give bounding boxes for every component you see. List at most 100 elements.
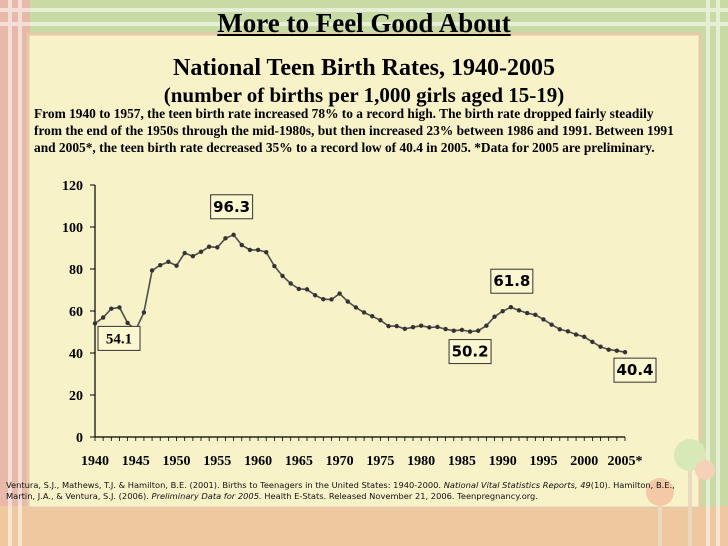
citation-part1: Ventura, S.J., Mathews, T.J. & Hamilton,… bbox=[6, 480, 444, 490]
callout-box bbox=[490, 268, 534, 294]
data-point bbox=[247, 247, 253, 253]
data-point bbox=[614, 348, 620, 353]
data-point bbox=[92, 321, 98, 326]
citation-part3: Health E-Stats. Released November 21, 20… bbox=[261, 491, 538, 501]
data-point bbox=[533, 312, 538, 317]
x-tick-label: 2005* bbox=[608, 454, 643, 469]
data-point bbox=[296, 286, 302, 292]
data-point bbox=[198, 249, 204, 254]
x-tick-label: 1965 bbox=[285, 454, 313, 469]
data-point bbox=[435, 324, 440, 330]
data-point bbox=[418, 323, 424, 328]
data-point bbox=[443, 326, 448, 332]
callout-label: 40.4 bbox=[616, 361, 653, 379]
data-point bbox=[158, 263, 163, 268]
data-point bbox=[125, 320, 130, 326]
x-tick-label: 1985 bbox=[448, 454, 476, 469]
data-point bbox=[402, 326, 408, 332]
data-point bbox=[500, 309, 505, 314]
citation-title2: Preliminary Data for 2005. bbox=[151, 491, 262, 501]
data-point bbox=[582, 334, 587, 340]
y-axis-ticks: 0 20 40 60 80 100 120 bbox=[62, 179, 95, 446]
x-axis-ticks: 1940 1945 1950 1955 1960 1965 1970 1975 1980 1985… bbox=[81, 437, 643, 469]
data-point bbox=[394, 323, 399, 329]
y-tick-label: 40 bbox=[69, 347, 83, 362]
data-point bbox=[427, 325, 432, 330]
data-point bbox=[345, 299, 350, 304]
data-point bbox=[386, 323, 391, 329]
citation: Ventura, S.J., Mathews, T.J. & Hamilton,… bbox=[6, 480, 696, 502]
x-tick-label: 1940 bbox=[81, 454, 109, 469]
callout-box bbox=[97, 325, 141, 351]
data-point bbox=[467, 329, 473, 334]
data-point bbox=[206, 244, 212, 249]
data-point bbox=[378, 318, 383, 323]
data-point bbox=[565, 329, 571, 334]
series-line bbox=[94, 233, 626, 353]
callout-box bbox=[448, 339, 492, 365]
x-tick-label: 1955 bbox=[203, 454, 231, 469]
data-point bbox=[117, 305, 122, 310]
callout-labels: 54.1 96.3 50.2 61.8 40.4 bbox=[97, 194, 657, 383]
callout-box bbox=[210, 194, 254, 220]
data-point bbox=[321, 297, 326, 302]
data-point bbox=[459, 327, 465, 333]
y-tick-label: 80 bbox=[69, 263, 83, 278]
data-point bbox=[476, 328, 481, 333]
x-tick-label: 2000 bbox=[570, 454, 598, 469]
callout-label: 50.2 bbox=[452, 343, 489, 361]
data-point bbox=[606, 347, 611, 352]
data-point bbox=[361, 310, 367, 315]
data-point bbox=[622, 349, 628, 355]
slide-title: More to Feel Good About bbox=[217, 8, 511, 38]
data-point bbox=[557, 327, 562, 332]
data-point bbox=[141, 310, 147, 315]
x-tick-label: 1960 bbox=[244, 454, 272, 469]
data-point bbox=[182, 250, 187, 256]
data-point bbox=[353, 305, 359, 310]
citation-journal: National Vital Statistics Reports, 49 bbox=[443, 480, 591, 490]
data-point bbox=[190, 253, 196, 259]
y-tick-label: 120 bbox=[62, 179, 83, 194]
x-tick-label: 1970 bbox=[326, 454, 354, 469]
data-point bbox=[231, 232, 236, 237]
data-point bbox=[166, 259, 171, 265]
slide-subtitle: National Teen Birth Rates, 1940-2005 bbox=[172, 55, 555, 81]
slide-subtitle-units: (number of births per 1,000 girls aged 1… bbox=[163, 83, 565, 107]
data-point bbox=[337, 291, 342, 296]
description-text: From 1940 to 1957, the teen birth rate i… bbox=[34, 106, 674, 155]
data-point bbox=[223, 236, 228, 241]
data-point bbox=[100, 315, 106, 320]
data-point bbox=[109, 306, 114, 311]
data-point bbox=[174, 263, 179, 268]
x-tick-label: 1975 bbox=[366, 454, 394, 469]
data-point bbox=[410, 324, 416, 330]
data-point bbox=[272, 263, 277, 269]
callout-label: 96.3 bbox=[213, 198, 250, 216]
x-tick-label: 1995 bbox=[529, 454, 557, 469]
data-point bbox=[329, 297, 334, 302]
citation-part2: (10). Hamilton, B.E., Martin, J.A., & Ve… bbox=[6, 480, 675, 501]
x-tick-label: 1945 bbox=[122, 454, 150, 469]
data-point bbox=[312, 293, 318, 298]
y-tick-label: 20 bbox=[69, 389, 83, 404]
lollipop-decorations bbox=[646, 439, 715, 546]
data-point bbox=[508, 305, 514, 310]
x-tick-label: 1980 bbox=[407, 454, 435, 469]
data-point bbox=[524, 310, 530, 316]
data-point bbox=[255, 247, 261, 253]
data-point bbox=[492, 314, 497, 319]
data-point bbox=[549, 322, 554, 327]
data-point bbox=[598, 344, 603, 349]
data-point bbox=[573, 332, 579, 337]
y-tick-label: 100 bbox=[62, 221, 83, 236]
y-tick-label: 60 bbox=[69, 305, 83, 320]
data-point bbox=[215, 245, 220, 250]
data-point bbox=[516, 308, 522, 313]
data-point bbox=[484, 323, 489, 328]
y-tick-label: 0 bbox=[76, 431, 83, 446]
x-tick-label: 1990 bbox=[489, 454, 517, 469]
